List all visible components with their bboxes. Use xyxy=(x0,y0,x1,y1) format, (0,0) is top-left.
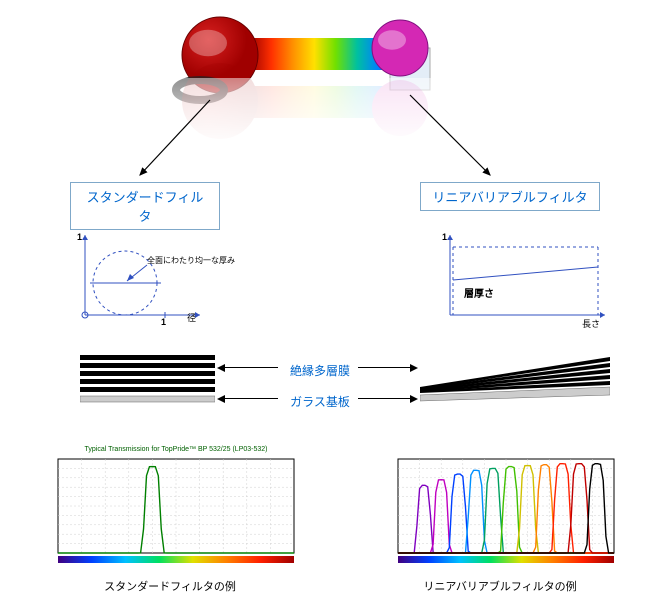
arrow-line xyxy=(358,398,410,399)
lin-note: 層厚さ xyxy=(464,285,494,300)
standard-chart-title: Typical Transmission for TopPride™ BP 53… xyxy=(58,446,294,453)
top-arrows xyxy=(0,0,650,200)
arrow-head xyxy=(217,364,225,372)
arrow-line xyxy=(358,367,410,368)
linear-cross-section xyxy=(420,355,610,403)
arrow-line xyxy=(225,398,278,399)
standard-thickness-diagram xyxy=(75,230,205,330)
std-y-label: 1 xyxy=(77,232,82,242)
standard-chart-caption: スタンダードフィルタの例 xyxy=(40,578,300,594)
arrow-head xyxy=(410,395,418,403)
linear-chart-caption: リニアバリアブルフィルタの例 xyxy=(380,578,620,594)
lin-y-label: 1 xyxy=(442,232,447,242)
standard-chart xyxy=(40,445,300,575)
linear-thickness-diagram xyxy=(440,230,610,330)
std-x-tick: 1 xyxy=(161,317,166,327)
standard-filter-label: スタンダードフィルタ xyxy=(70,182,220,230)
arrow-head xyxy=(410,364,418,372)
arrow-line xyxy=(225,367,278,368)
lin-x-label: 長さ xyxy=(582,317,600,330)
arrow-head xyxy=(217,395,225,403)
linear-chart xyxy=(380,445,620,575)
linear-filter-label: リニアバリアブルフィルタ xyxy=(420,182,600,211)
substrate-label: ガラス基板 xyxy=(286,393,354,410)
multilayer-label: 絶縁多層膜 xyxy=(286,362,354,379)
standard-cross-section xyxy=(80,355,215,403)
std-x-label: 径 xyxy=(187,311,196,324)
std-note: 全面にわたり均一な厚み xyxy=(147,255,235,266)
